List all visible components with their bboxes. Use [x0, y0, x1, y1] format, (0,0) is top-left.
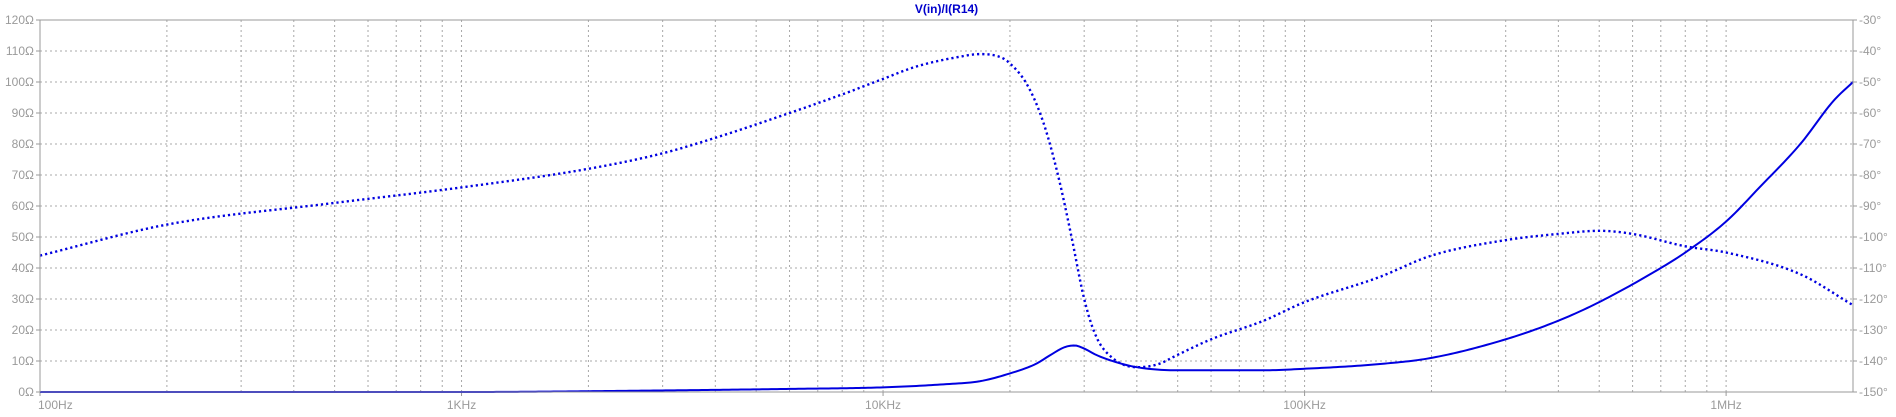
left-axis-tick-label: 110Ω [6, 44, 34, 58]
x-axis-tick-label: 10KHz [865, 398, 901, 412]
right-axis-tick-label: -40° [1859, 44, 1881, 58]
right-axis-tick-label: -100° [1859, 230, 1888, 244]
left-axis-tick-label: 20Ω [12, 323, 34, 337]
left-axis-tick-label: 40Ω [12, 261, 34, 275]
right-axis-tick-label: -150° [1859, 385, 1888, 399]
left-axis-tick-label: 10Ω [12, 354, 34, 368]
right-axis-tick-label: -140° [1859, 354, 1888, 368]
left-axis-tick-label: 120Ω [5, 13, 34, 27]
grid [40, 20, 1853, 392]
right-axis-tick-label: -130° [1859, 323, 1888, 337]
x-axis-tick-label: 1MHz [1710, 398, 1741, 412]
right-axis-tick-label: -120° [1859, 292, 1888, 306]
left-axis-tick-label: 60Ω [12, 199, 34, 213]
x-axis-tick-label: 100KHz [1283, 398, 1326, 412]
left-axis-tick-label: 100Ω [5, 75, 34, 89]
left-axis-tick-label: 70Ω [12, 168, 34, 182]
right-axis-tick-label: -80° [1859, 168, 1881, 182]
right-axis-tick-label: -30° [1859, 13, 1881, 27]
left-axis-tick-label: 0Ω [18, 385, 34, 399]
x-axis-tick-label: 100Hz [38, 398, 73, 412]
right-axis-tick-label: -90° [1859, 199, 1881, 213]
x-axis-tick-label: 1KHz [447, 398, 476, 412]
right-axis-tick-label: -70° [1859, 137, 1881, 151]
right-axis-tick-label: -60° [1859, 106, 1881, 120]
plot-frame [39, 19, 1854, 393]
tick-labels: 0Ω 10Ω 20Ω 30Ω 40Ω 50Ω 60Ω 70Ω 80Ω 90Ω 100Ω 110Ω 120… [5, 13, 1888, 412]
chart-title: V(in)/I(R14) [915, 2, 978, 16]
left-axis-tick-label: 90Ω [12, 106, 34, 120]
left-axis-tick-label: 50Ω [12, 230, 34, 244]
right-axis-tick-label: -110° [1859, 261, 1887, 275]
right-axis-tick-label: -50° [1859, 75, 1881, 89]
phase-series-line [39, 52, 1854, 369]
left-axis-tick-label: 30Ω [12, 292, 34, 306]
left-axis-tick-label: 80Ω [12, 137, 34, 151]
